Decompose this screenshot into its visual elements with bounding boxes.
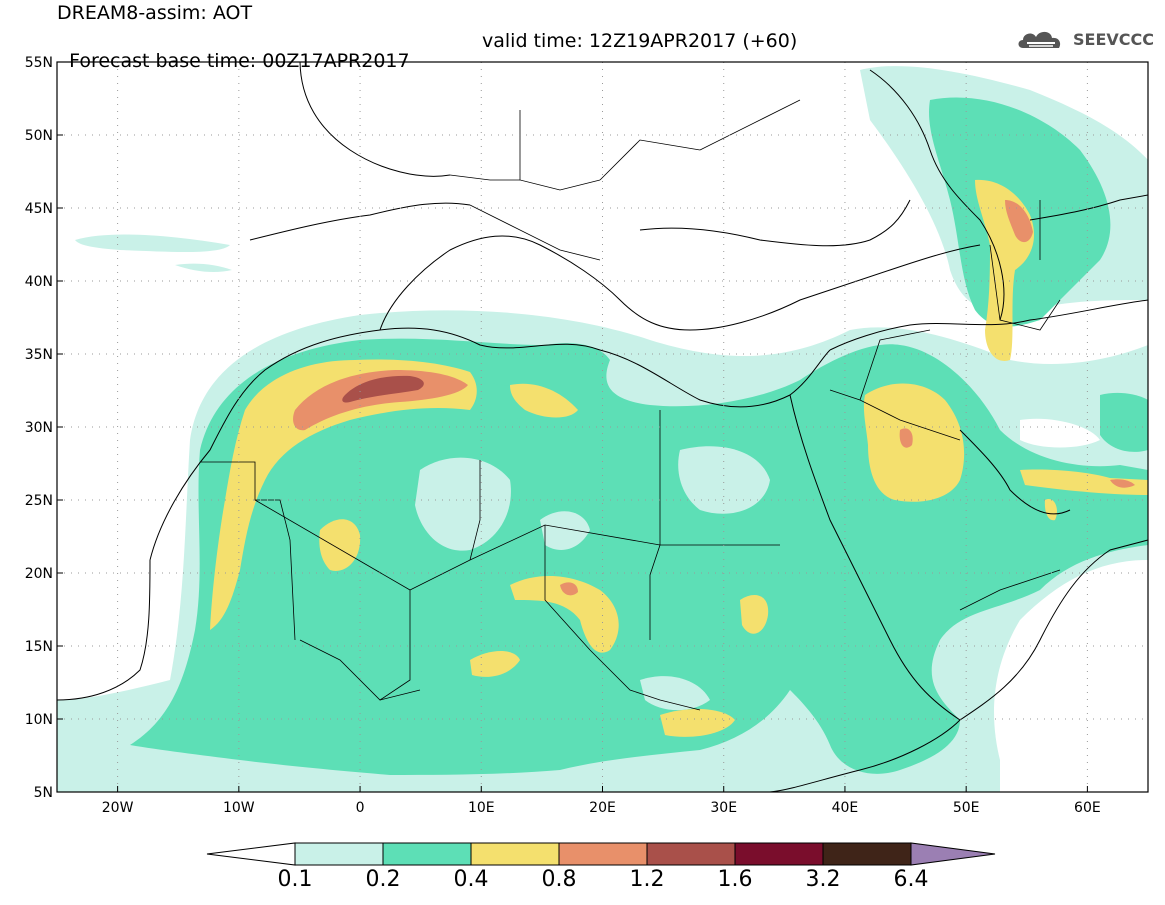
colorbar-level-label: 6.4 <box>893 867 929 892</box>
colorbar-swatch <box>294 842 384 866</box>
logo-text: SEEVCCC <box>1073 29 1154 49</box>
lon-axis-labels: 20W 10W 0 10E 20E 30E 40E 50E 60E <box>102 800 1101 816</box>
colorbar-level-label: 0.2 <box>365 867 401 892</box>
lat-tick-label: 35N <box>25 347 53 363</box>
colorbar-swatch <box>382 842 472 866</box>
aot-field <box>57 66 1148 792</box>
lon-tick-label: 20E <box>589 800 616 816</box>
lon-tick-label: 10E <box>468 800 495 816</box>
map-title: DREAM8-assim: AOT <box>57 2 253 24</box>
lon-tick-label: 10W <box>223 800 255 816</box>
lat-tick-label: 15N <box>25 639 53 655</box>
colorbar-under-arrow <box>206 842 296 866</box>
lon-tick-label: 60E <box>1074 800 1101 816</box>
lat-tick-label: 25N <box>25 493 53 509</box>
lon-tick-label: 40E <box>832 800 859 816</box>
lat-tick-label: 55N <box>25 55 53 71</box>
lat-tick-label: 45N <box>25 201 53 217</box>
lon-tick-label: 0 <box>356 800 365 816</box>
base-time-label: Forecast base time: 00Z17APR2017 <box>69 50 410 72</box>
lat-tick-label: 5N <box>34 785 53 801</box>
colorbar-swatch <box>646 842 736 866</box>
lat-tick-label: 40N <box>25 274 53 290</box>
lon-tick-label: 20W <box>102 800 134 816</box>
country-borders <box>200 99 1061 711</box>
colorbar-level-label: 0.4 <box>453 867 489 892</box>
colorbar-swatch <box>822 842 912 866</box>
axis-ticks <box>57 61 1088 793</box>
graticule-grid <box>57 62 1148 792</box>
lon-tick-label: 30E <box>710 800 737 816</box>
aot-level-0.1-interior <box>415 446 770 711</box>
colorbar-swatch <box>734 842 824 866</box>
colorbar-swatch <box>558 842 648 866</box>
colorbar-swatch <box>470 842 560 866</box>
colorbar-level-label: 1.2 <box>629 867 665 892</box>
lat-tick-label: 20N <box>25 566 53 582</box>
colorbar <box>206 842 996 866</box>
colorbar-level-label: 0.8 <box>541 867 577 892</box>
aot-level-1.2 <box>342 375 424 403</box>
forecast-base-time: Forecast base time: 00Z17APR2017 valid t… <box>57 31 797 91</box>
lon-tick-label: 50E <box>953 800 980 816</box>
lat-tick-label: 10N <box>25 712 53 728</box>
valid-time-label: valid time: 12Z19APR2017 (+60) <box>482 30 798 52</box>
lat-tick-label: 50N <box>25 128 53 144</box>
colorbar-level-label: 0.1 <box>277 867 313 892</box>
cloud-icon <box>1018 31 1061 48</box>
colorbar-level-label: 1.6 <box>717 867 753 892</box>
coastlines <box>57 62 1148 792</box>
lat-tick-label: 30N <box>25 420 53 436</box>
colorbar-level-label: 3.2 <box>805 867 841 892</box>
colorbar-over-arrow <box>910 842 996 866</box>
seevccc-logo: SEEVCCC <box>1015 26 1154 52</box>
aot-level-0.8 <box>293 200 1135 596</box>
lat-axis-labels: 55N 50N 45N 40N 35N 30N 25N 20N 15N 10N 5N <box>25 55 53 801</box>
